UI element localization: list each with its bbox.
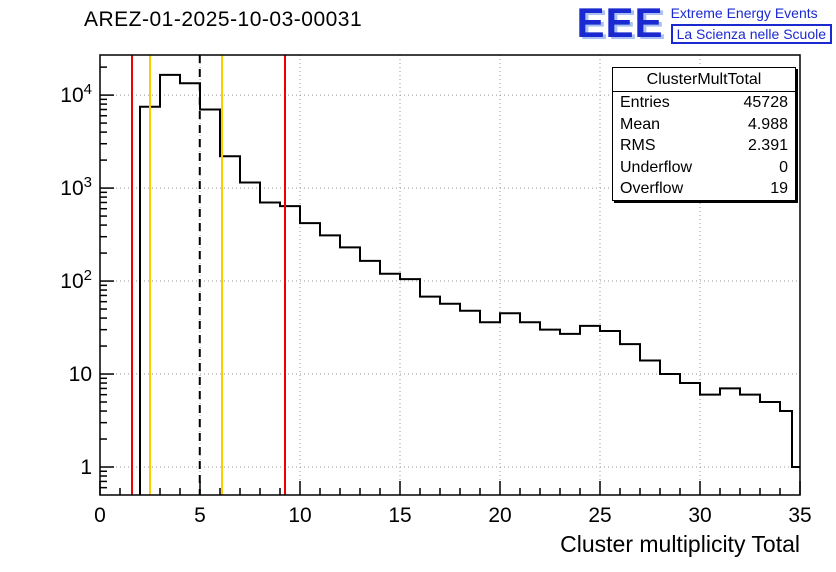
- plot-frame: [99, 54, 801, 496]
- stat-label: Underflow: [620, 158, 693, 176]
- stat-label: Overflow: [620, 180, 684, 197]
- stat-value: 4.988: [747, 115, 788, 133]
- stats-row-underflow: Underflow 0: [613, 157, 795, 179]
- svg-text:0: 0: [94, 504, 106, 527]
- eee-logo-line2: La Scienza nelle Scuole: [670, 24, 832, 44]
- stats-row-rms: RMS 2.391: [613, 135, 795, 157]
- eee-logo: EEE Extreme Energy Events La Scienza nel…: [576, 0, 832, 46]
- histogram-line: [139, 73, 800, 495]
- eee-logo-acronym: EEE: [576, 0, 664, 46]
- x-axis-title: Cluster multiplicity Total: [560, 531, 800, 557]
- marker-lines: [131, 55, 286, 495]
- axis-tick-labels: 0 5 10 15 20 25 30 35 1 10 102 103 104: [60, 81, 811, 527]
- stat-value: 2.391: [747, 137, 788, 154]
- axis-ticks: [99, 66, 801, 495]
- svg-text:10: 10: [288, 504, 311, 527]
- stat-label: Mean: [620, 115, 661, 133]
- svg-text:35: 35: [788, 504, 811, 527]
- stats-row-mean: Mean 4.988: [613, 114, 795, 136]
- svg-text:104: 104: [60, 81, 92, 107]
- svg-text:30: 30: [688, 504, 711, 527]
- svg-text:5: 5: [194, 504, 206, 527]
- eee-logo-text: Extreme Energy Events La Scienza nelle S…: [670, 3, 832, 44]
- plot-title: AREZ-01-2025-10-03-00031: [84, 8, 363, 31]
- stat-value: 45728: [743, 94, 789, 111]
- eee-logo-line1: Extreme Energy Events: [670, 5, 818, 21]
- stat-value: 19: [770, 180, 788, 197]
- svg-text:1: 1: [80, 456, 92, 479]
- svg-text:103: 103: [60, 174, 92, 200]
- stat-label: Entries: [620, 94, 670, 111]
- svg-text:102: 102: [60, 267, 92, 293]
- stats-box-title: ClusterMultTotal: [613, 68, 795, 92]
- svg-text:20: 20: [488, 504, 511, 527]
- stats-row-overflow: Overflow 19: [613, 178, 795, 200]
- svg-text:15: 15: [388, 504, 411, 527]
- svg-text:10: 10: [69, 363, 92, 386]
- stats-box: ClusterMultTotal Entries 45728 Mean 4.98…: [612, 67, 796, 201]
- stat-value: 0: [779, 158, 788, 176]
- stat-label: RMS: [620, 137, 656, 154]
- svg-text:25: 25: [588, 504, 611, 527]
- stats-row-entries: Entries 45728: [613, 92, 795, 114]
